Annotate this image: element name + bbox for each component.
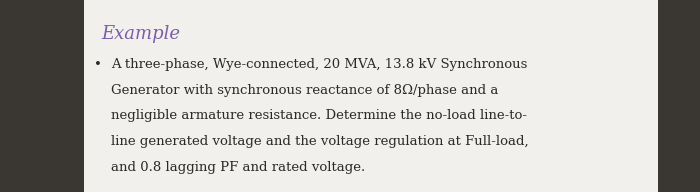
Text: •: •	[94, 58, 102, 71]
Text: A three-phase, Wye-connected, 20 MVA, 13.8 kV Synchronous: A three-phase, Wye-connected, 20 MVA, 13…	[111, 58, 527, 71]
Text: line generated voltage and the voltage regulation at Full-load,: line generated voltage and the voltage r…	[111, 135, 528, 148]
Text: Example: Example	[102, 25, 181, 43]
Text: Generator with synchronous reactance of 8Ω/phase and a: Generator with synchronous reactance of …	[111, 84, 498, 97]
Text: negligible armature resistance. Determine the no-load line-to-: negligible armature resistance. Determin…	[111, 109, 526, 122]
Text: and 0.8 lagging PF and rated voltage.: and 0.8 lagging PF and rated voltage.	[111, 161, 365, 174]
Bar	[84, 0, 658, 192]
